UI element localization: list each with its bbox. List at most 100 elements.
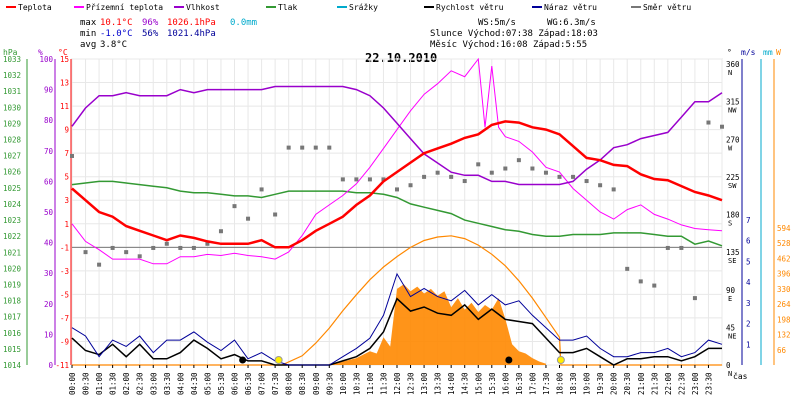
tick-dir-compass: W — [728, 144, 733, 152]
sun-set-marker — [556, 356, 565, 364]
dir-point — [679, 245, 684, 250]
tick-temp: -5 — [60, 290, 69, 299]
dir-point — [489, 170, 494, 175]
tick-press: 1026 — [3, 168, 22, 177]
dir-point — [706, 120, 711, 125]
tick-hum: 60 — [44, 177, 54, 186]
stats-max-label: max — [80, 18, 97, 28]
stats-avg-temp: 3.8°C — [100, 40, 127, 50]
x-tick-label: 11:30 — [379, 372, 388, 395]
x-tick-label: 14:00 — [447, 372, 456, 395]
dir-point — [476, 162, 481, 167]
dir-point — [720, 124, 724, 129]
tick-wind: 7 — [746, 216, 751, 225]
dir-point — [408, 183, 413, 188]
stats-max-rain: 0.0mm — [230, 18, 257, 28]
tick-temp: 5 — [64, 173, 69, 182]
tick-dir-compass: N — [728, 370, 732, 378]
plot-area — [70, 57, 724, 366]
tick-hum: 100 — [39, 55, 53, 64]
dir-point — [164, 241, 169, 246]
x-tick-label: 01:30 — [109, 372, 118, 395]
dir-point — [232, 204, 237, 209]
tick-solar: 396 — [777, 270, 791, 279]
x-tick-label: 03:30 — [163, 372, 172, 395]
x-tick-label: 04:00 — [176, 372, 185, 395]
tick-temp: -3 — [60, 267, 69, 276]
tick-press: 1024 — [3, 200, 22, 209]
x-tick-label: 23:30 — [704, 372, 713, 395]
x-tick-label: 02:00 — [122, 372, 131, 395]
tick-dir: 135 — [726, 248, 740, 257]
legend-label: Tlak — [278, 3, 297, 12]
tick-solar: 66 — [777, 346, 787, 355]
tick-dir-compass: N — [728, 69, 732, 77]
x-tick-label: 05:30 — [217, 372, 226, 395]
legend-label: Teplota — [18, 3, 52, 12]
tick-temp: 7 — [64, 149, 69, 158]
x-tick-label: 06:30 — [244, 372, 253, 395]
tick-dir-compass: SW — [728, 182, 737, 190]
x-tick-label: 20:30 — [623, 372, 632, 395]
tick-press: 1033 — [3, 55, 21, 64]
unit-dir: ° — [727, 48, 732, 57]
tick-hum: 50 — [44, 208, 54, 217]
dir-point — [395, 187, 399, 192]
tick-hum: 80 — [44, 116, 54, 125]
tick-press: 1022 — [3, 232, 21, 241]
x-tick-label: 16:00 — [501, 372, 510, 395]
dir-point — [557, 174, 562, 179]
tick-press: 1027 — [3, 152, 21, 161]
tick-press: 1017 — [3, 313, 21, 322]
stats-min-temp: -1.0°C — [100, 29, 133, 39]
tick-press: 1021 — [3, 248, 21, 257]
x-tick-label: 23:00 — [691, 372, 700, 395]
tick-wind: 2 — [746, 320, 751, 329]
tick-dir-compass: E — [728, 295, 732, 303]
tick-hum: 0 — [48, 361, 53, 370]
dir-point — [313, 145, 318, 150]
unit-solar: W — [776, 48, 781, 57]
dir-point — [83, 250, 88, 255]
unit-press: hPa — [3, 48, 18, 57]
tick-dir-compass: SE — [728, 257, 736, 265]
x-tick-label: 06:00 — [231, 372, 240, 395]
tick-temp: -9 — [60, 337, 69, 346]
dir-point — [286, 145, 291, 150]
series-gust — [71, 272, 723, 366]
info-block: WS:5m/s WG:6.3m/s Slunce Východ:07:38 Zá… — [430, 18, 598, 50]
dir-point — [340, 177, 345, 182]
x-tick-label: 04:30 — [190, 372, 199, 395]
dir-point — [137, 254, 142, 259]
x-tick-label: 20:00 — [610, 372, 619, 395]
info-wg: WG:6.3m/s — [547, 18, 596, 28]
tick-solar: 132 — [777, 331, 791, 340]
stats-min-label: min — [80, 29, 96, 39]
sun-rise-marker — [274, 356, 283, 364]
tick-hum: 10 — [44, 330, 54, 339]
unit-wind: m/s — [741, 48, 756, 57]
tick-solar: 462 — [777, 254, 791, 263]
tick-dir: 90 — [726, 286, 736, 295]
tick-press: 1031 — [3, 87, 21, 96]
tick-dir: 315 — [726, 98, 740, 107]
dir-point — [692, 296, 697, 301]
info-sun: Slunce Východ:07:38 Západ:18:03 — [430, 29, 598, 39]
dir-point — [381, 177, 386, 182]
x-tick-label: 00:00 — [68, 372, 77, 395]
x-tick-label: 17:30 — [542, 372, 551, 395]
x-tick-label: 07:00 — [258, 372, 267, 395]
dir-point — [151, 245, 156, 250]
tick-temp: 15 — [60, 55, 69, 64]
dir-point — [543, 170, 548, 175]
x-tick-label: 07:30 — [271, 372, 280, 395]
x-tick-label: 12:00 — [393, 372, 402, 395]
tick-dir: 270 — [726, 135, 740, 144]
tick-temp: 1 — [64, 220, 69, 229]
x-tick-label: 21:00 — [637, 372, 646, 395]
tick-temp: 3 — [64, 196, 69, 205]
tick-temp: 13 — [60, 79, 69, 88]
x-tick-label: 22:00 — [664, 372, 673, 395]
tick-temp: 11 — [60, 102, 69, 111]
unit-rain: mm — [763, 48, 773, 57]
